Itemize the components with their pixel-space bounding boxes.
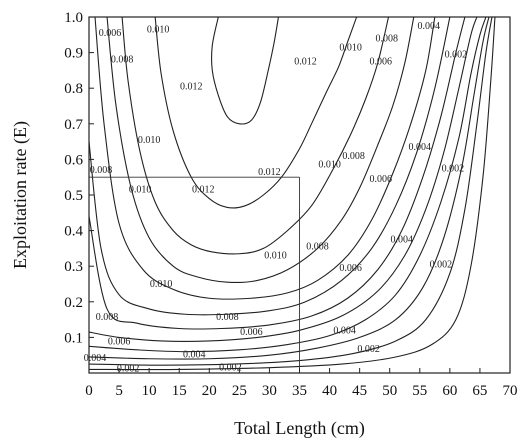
contour-label: 0.010 <box>339 42 362 53</box>
y-axis-title: Exploitation rate (E) <box>10 121 31 269</box>
contour-label: 0.006 <box>240 327 263 338</box>
y-tick-label: 0.9 <box>64 46 83 62</box>
x-tick-label: 65 <box>472 383 487 399</box>
contour-line <box>89 17 478 342</box>
y-tick-label: 0.4 <box>64 224 83 240</box>
contour-label: 0.002 <box>445 49 468 60</box>
x-tick-label: 70 <box>503 383 518 399</box>
contour-label: 0.004 <box>84 353 107 364</box>
y-axis-ticks: 0.1 0.2 0.3 0.4 0.5 0.6 0.7 0.8 0.9 1.0 <box>64 10 94 346</box>
x-axis-title: Total Length (cm) <box>234 418 365 439</box>
x-axis-ticks: 0 5 10 15 20 25 30 35 40 45 50 55 60 65 70 <box>85 368 518 399</box>
reference-lines <box>89 176 300 373</box>
contour-line <box>89 17 451 316</box>
y-tick-label: 0.3 <box>64 259 83 275</box>
x-tick-label: 25 <box>232 383 247 399</box>
x-tick-label: 60 <box>442 383 457 399</box>
y-tick-label: 0.8 <box>64 81 83 97</box>
contour-label: 0.004 <box>183 349 206 360</box>
x-tick-label: 5 <box>115 383 123 399</box>
contour-line <box>89 17 466 330</box>
contour-label: 0.002 <box>430 259 453 270</box>
contour-lines <box>89 17 496 371</box>
contour-label: 0.012 <box>192 185 215 196</box>
x-tick-label: 50 <box>382 383 397 399</box>
x-tick-label: 30 <box>262 383 277 399</box>
contour-label: 0.004 <box>409 142 432 153</box>
contour-label: 0.008 <box>96 312 119 323</box>
contour-label: 0.006 <box>369 174 392 185</box>
contour-label: 0.004 <box>390 235 413 246</box>
x-tick-label: 55 <box>412 383 427 399</box>
contour-label: 0.012 <box>180 81 203 92</box>
contour-line <box>210 17 279 125</box>
x-tick-label: 10 <box>142 383 157 399</box>
contour-label: 0.002 <box>357 344 380 355</box>
x-tick-label: 15 <box>172 383 187 399</box>
contour-label: 0.006 <box>108 337 131 348</box>
contour-label: 0.010 <box>129 185 152 196</box>
contour-label: 0.008 <box>111 55 134 66</box>
x-tick-label: 40 <box>322 383 337 399</box>
y-tick-label: 0.7 <box>64 117 83 133</box>
contour-label: 0.008 <box>216 312 239 323</box>
contour-label: 0.004 <box>333 325 356 336</box>
contour-label: 0.004 <box>418 21 441 32</box>
contour-line <box>89 17 490 360</box>
contour-line <box>106 17 415 284</box>
contour-label: 0.010 <box>138 135 161 146</box>
contour-label: 0.006 <box>99 28 122 39</box>
contour-label: 0.008 <box>90 165 113 176</box>
contour-label: 0.010 <box>264 251 287 262</box>
contour-label: 0.002 <box>117 364 140 375</box>
y-tick-label: 1.0 <box>64 10 83 26</box>
contour-line <box>94 17 436 300</box>
contour-line <box>154 17 358 209</box>
y-tick-label: 0.1 <box>64 330 83 346</box>
contour-line <box>89 17 496 371</box>
contour-label: 0.008 <box>342 151 365 162</box>
contour-label: 0.010 <box>147 24 170 35</box>
contour-label: 0.002 <box>219 362 242 373</box>
x-tick-label: 20 <box>202 383 217 399</box>
x-tick-label: 35 <box>292 383 307 399</box>
y-tick-label: 0.5 <box>64 188 83 204</box>
y-tick-label: 0.2 <box>64 295 83 311</box>
contour-label: 0.006 <box>369 57 392 68</box>
contour-label: 0.012 <box>294 57 317 68</box>
contour-label: 0.010 <box>150 279 173 290</box>
contour-label: 0.008 <box>306 242 329 253</box>
contour-line <box>89 17 493 366</box>
contour-label: 0.010 <box>318 160 341 171</box>
x-tick-label: 45 <box>352 383 367 399</box>
contour-line <box>121 17 390 255</box>
contour-line <box>89 17 487 353</box>
contour-label: 0.008 <box>375 33 398 44</box>
contour-label: 0.006 <box>339 263 362 274</box>
y-tick-label: 0.6 <box>64 152 83 168</box>
contour-label: 0.002 <box>442 163 465 174</box>
contour-label: 0.012 <box>258 167 281 178</box>
x-tick-label: 0 <box>85 383 93 399</box>
